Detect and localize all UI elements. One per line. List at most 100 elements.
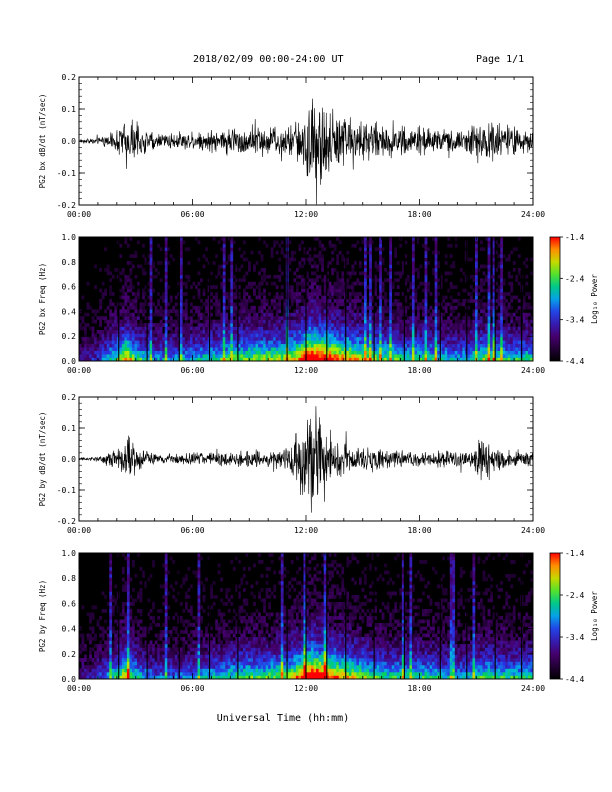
spectrogram-cell [240, 264, 244, 269]
spectrogram-cell [328, 343, 332, 348]
spectrogram-cell [263, 271, 266, 276]
spectrogram-cell [174, 295, 178, 300]
spectrogram-cell [306, 257, 309, 262]
spectrogram-cell [104, 640, 108, 645]
spectrogram-cell [505, 326, 509, 331]
spectrogram-cell [449, 323, 453, 327]
spectrogram-cell [182, 336, 186, 341]
spectrogram-cell [154, 665, 158, 669]
spectrogram-cell [497, 350, 501, 355]
spectrogram-cell [326, 336, 329, 341]
spectrogram-cell [202, 336, 206, 341]
spectrogram-cell [260, 278, 264, 283]
spectrogram-cell [215, 326, 219, 331]
spectrogram-cell [492, 309, 496, 314]
spectrogram-cell [258, 295, 261, 300]
spectrogram-cell [131, 302, 135, 307]
spectrogram-cell [318, 316, 322, 320]
spectrogram-cell [119, 288, 123, 293]
spectrogram-cell [164, 278, 168, 283]
spectrogram-cell [323, 354, 327, 358]
spectrogram-cell [237, 278, 241, 283]
spectrogram-cell [356, 292, 360, 296]
spectrogram-cell [187, 675, 191, 680]
spectrogram-cell [328, 347, 332, 351]
spectrogram-cell [391, 281, 395, 286]
spectrogram-cell [300, 285, 304, 289]
spectrogram-cell [242, 354, 246, 358]
spectrogram-cell [449, 243, 453, 248]
spectrogram-cell [250, 309, 254, 314]
spectrogram-cell [336, 323, 340, 327]
spectrogram-cell [474, 323, 478, 327]
spectrogram-cell [439, 336, 443, 341]
spectrogram-cell [295, 292, 299, 296]
spectrogram-cell [109, 288, 113, 293]
spectrogram-cell [371, 343, 375, 348]
spectrogram-cell [449, 319, 453, 324]
spectrogram-cell [374, 278, 377, 283]
spectrogram-cell [265, 274, 269, 279]
spectrogram-cell [172, 595, 176, 599]
spectrogram-cell [89, 616, 92, 620]
spectrogram-cell [111, 292, 115, 296]
spectrogram-cell [300, 278, 304, 283]
spectrogram-cell [439, 330, 443, 334]
spectrogram-cell [94, 285, 97, 289]
spectrogram-cell [411, 271, 415, 276]
spectrogram-cell [159, 637, 163, 641]
spectrogram-cell [149, 316, 153, 320]
spectrogram-cell [381, 305, 385, 310]
spectrogram-cell [449, 271, 453, 276]
spectrogram-cell [512, 312, 516, 317]
spectrogram-cell [137, 665, 140, 669]
spectrogram-cell [114, 633, 118, 638]
spectrogram-cell [323, 288, 327, 293]
spectrogram-cell [159, 584, 163, 589]
spectrogram-cell [505, 357, 509, 362]
spectrogram-cell [295, 354, 299, 358]
spectrogram-cell [333, 336, 337, 341]
spectrogram-cell [189, 319, 193, 324]
spectrogram-cell [371, 357, 375, 362]
spectrogram-cell [298, 299, 302, 303]
spectrogram-cell [139, 588, 143, 592]
spectrogram-cell [351, 354, 355, 358]
spectrogram-cell [381, 281, 385, 286]
spectrogram-cell [384, 326, 388, 331]
spectrogram-cell [283, 319, 287, 324]
spectrogram-cell [91, 350, 95, 355]
spectrogram-cell [101, 637, 105, 641]
spectrogram-cell [384, 309, 388, 314]
spectrogram-cell [353, 343, 357, 348]
spectrogram-cell [237, 340, 241, 345]
spectrogram-cell [434, 247, 438, 252]
spectrogram-cell [131, 285, 135, 289]
spectrogram-cell [137, 336, 140, 341]
spectrogram-cell [369, 247, 372, 252]
spectrogram-cell [215, 354, 219, 358]
spectrogram-cell [260, 330, 264, 334]
spectrogram-cell [351, 347, 355, 351]
spectrogram-cell [104, 619, 108, 624]
spectrogram-cell [152, 654, 155, 659]
spectrogram-cell [205, 302, 208, 307]
spectrogram-cell [459, 330, 463, 334]
spectrogram-cell [142, 647, 145, 652]
spectrogram-cell [374, 288, 377, 293]
spectrogram-cell [474, 268, 478, 272]
spectrogram-cell [313, 312, 317, 317]
x-tick-label-1: 18:00 [407, 210, 431, 219]
spectrogram-cell [275, 323, 279, 327]
spectrogram-cell [401, 333, 405, 338]
spectrogram-cell [434, 274, 438, 279]
spectrogram-cell [129, 654, 133, 659]
spectrogram-cell [210, 330, 213, 334]
spectrogram-cell [406, 326, 410, 331]
spectrogram-cell [167, 340, 171, 345]
spectrogram-cell [416, 309, 420, 314]
colorbar-2 [549, 236, 561, 362]
spectrogram-cell [308, 316, 312, 320]
spectrogram-cell [386, 319, 390, 324]
spectrogram-cell [230, 336, 234, 341]
